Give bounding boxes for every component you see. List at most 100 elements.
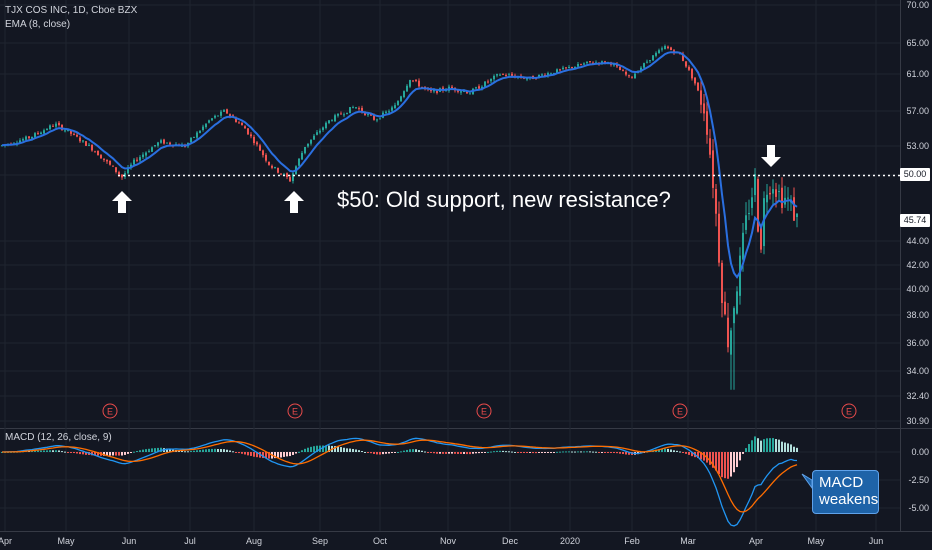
candle-body	[601, 61, 603, 64]
macd-bar	[751, 440, 753, 452]
macd-bar	[397, 451, 399, 453]
macd-bar	[214, 448, 216, 452]
candle-body	[79, 137, 81, 142]
macd-bar	[412, 449, 414, 452]
x-tick-label: Jul	[184, 536, 196, 546]
macd-bar	[508, 451, 510, 453]
macd-bar	[703, 452, 705, 461]
candle-body	[214, 115, 216, 118]
macd-bar	[727, 452, 729, 479]
macd-bar	[403, 450, 405, 452]
x-tick-label: May	[807, 536, 825, 546]
candle-body	[475, 87, 477, 89]
candle-body	[685, 61, 687, 67]
candle-body	[52, 125, 54, 127]
macd-bar	[268, 452, 270, 459]
candle-body	[406, 85, 408, 92]
candle-body	[190, 137, 192, 143]
x-tick-label: Apr	[0, 536, 12, 546]
resistance-annotation: $50: Old support, new resistance?	[337, 187, 671, 212]
candle-body	[241, 122, 243, 126]
macd-bar	[58, 450, 60, 452]
candle-body	[256, 142, 258, 145]
candle-body	[76, 134, 78, 137]
x-tick-label: Apr	[749, 536, 763, 546]
macd-bar	[127, 452, 129, 454]
macd-bar	[40, 450, 42, 452]
macd-bar	[670, 449, 672, 452]
macd-bar	[340, 447, 342, 452]
candle-body	[691, 69, 693, 79]
candle-body	[658, 50, 660, 54]
candle-body	[484, 81, 486, 87]
macd-bar	[604, 452, 606, 453]
macd-bar	[547, 452, 549, 453]
candle-body	[400, 96, 402, 102]
macd-bar	[229, 450, 231, 452]
macd-bar	[682, 452, 684, 453]
x-tick-label: Oct	[373, 536, 388, 546]
y-tick-label: 44.00	[906, 236, 929, 246]
macd-bar	[112, 452, 114, 456]
candle-body	[457, 90, 459, 92]
candle-body	[112, 165, 114, 167]
y-tick-label: 70.00	[906, 0, 929, 10]
macd-bar	[190, 450, 192, 452]
macd-bar	[250, 452, 252, 456]
candle-body	[367, 114, 369, 116]
macd-bar	[556, 451, 558, 453]
macd-bar	[607, 452, 609, 453]
candle-body	[196, 132, 198, 138]
candle-body	[82, 140, 84, 142]
macd-bar	[790, 444, 792, 452]
macd-bar	[136, 451, 138, 453]
candle-body	[49, 125, 51, 130]
candle-body	[622, 70, 624, 72]
candle-body	[1, 145, 3, 147]
candle-body	[118, 172, 120, 175]
macd-bar	[421, 450, 423, 452]
macd-bar	[280, 452, 282, 458]
macd-bar	[559, 451, 561, 453]
candle-body	[694, 77, 696, 84]
macd-bar	[565, 451, 567, 453]
macd-bar	[223, 449, 225, 452]
macd-bar	[133, 451, 135, 453]
macd-bar	[346, 448, 348, 452]
macd-bar	[757, 438, 759, 452]
candle-body	[343, 114, 345, 116]
earnings-marker-label: E	[107, 407, 113, 417]
y-tick-label: 36.00	[906, 338, 929, 348]
candle-body	[379, 118, 381, 120]
candle-body	[106, 160, 108, 162]
macd-bar	[304, 448, 306, 452]
candle-body	[217, 115, 219, 117]
macd-bar	[220, 449, 222, 452]
candle-body	[418, 80, 420, 87]
macd-bar	[658, 449, 660, 452]
candle-body	[550, 73, 552, 75]
candle-body	[619, 66, 621, 71]
y-tick-label: 32.40	[906, 391, 929, 401]
candle-body	[574, 66, 576, 69]
y-tick-label: 57.00	[906, 106, 929, 116]
macd-y-tick-label: -2.50	[908, 475, 929, 485]
candle-body	[697, 82, 699, 91]
candle-body	[478, 86, 480, 89]
candle-body	[499, 74, 501, 76]
macd-bar	[439, 452, 441, 454]
macd-bar	[361, 451, 363, 453]
macd-bar	[574, 451, 576, 453]
candle-body	[739, 255, 741, 296]
candle-body	[88, 144, 90, 146]
candle-body	[223, 110, 225, 112]
candle-body	[103, 158, 105, 160]
macd-bar	[67, 452, 69, 453]
macd-bar	[118, 452, 120, 456]
macd-bar	[382, 452, 384, 455]
y-tick-label: 38.00	[906, 310, 929, 320]
candle-body	[325, 122, 327, 129]
macd-bar	[262, 452, 264, 459]
macd-bar	[94, 452, 96, 456]
